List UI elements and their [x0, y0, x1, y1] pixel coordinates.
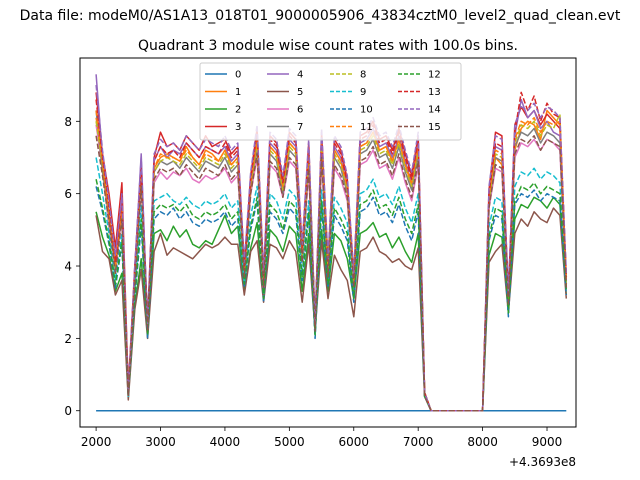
legend-item-5: 5 [267, 87, 303, 98]
legend-label: 13 [428, 87, 441, 98]
legend-item-14: 14 [398, 105, 441, 116]
y-tick-label: 6 [64, 187, 72, 201]
legend-label: 11 [360, 122, 373, 133]
legend-item-3: 3 [205, 122, 241, 133]
y-tick-label: 4 [64, 260, 72, 274]
legend-label: 7 [297, 122, 303, 133]
legend-item-13: 13 [398, 87, 441, 98]
plot-area [95, 74, 568, 412]
y-tick-label: 0 [64, 404, 72, 418]
figure-suptitle: Data file: modeM0/AS1A13_018T01_90000059… [20, 8, 621, 24]
legend-item-0: 0 [205, 70, 241, 81]
series-line-11 [95, 110, 568, 412]
legend-label: 2 [235, 105, 241, 116]
legend-label: 12 [428, 70, 441, 81]
legend-item-1: 1 [205, 87, 241, 98]
x-tick-label: 4000 [210, 435, 241, 449]
legend-item-2: 2 [205, 105, 241, 116]
chart-title: Quadrant 3 module wise count rates with … [138, 38, 518, 54]
legend-label: 14 [428, 105, 441, 116]
y-tick-label: 2 [64, 332, 72, 346]
x-tick-label: 5000 [274, 435, 305, 449]
legend-item-12: 12 [398, 70, 441, 81]
legend-label: 3 [235, 122, 241, 133]
x-tick-label: 2000 [81, 435, 112, 449]
x-tick-label: 7000 [403, 435, 434, 449]
legend-label: 5 [297, 87, 303, 98]
y-axis: 0 2 4 6 8 [64, 115, 80, 418]
legend-item-15: 15 [398, 122, 441, 133]
legend-label: 6 [297, 105, 303, 116]
legend-label: 1 [235, 87, 241, 98]
legend-label: 8 [360, 70, 366, 81]
legend-frame [199, 62, 462, 141]
legend-item-8: 8 [330, 70, 366, 81]
series-line-12 [95, 179, 568, 412]
series-line-8 [95, 113, 568, 412]
legend-item-6: 6 [267, 105, 303, 116]
legend-label: 4 [297, 70, 303, 81]
x-tick-label: 3000 [145, 435, 176, 449]
legend-item-7: 7 [267, 122, 303, 133]
axes-frame [79, 57, 577, 428]
legend-label: 9 [360, 87, 366, 98]
legend-label: 0 [235, 70, 241, 81]
legend-item-4: 4 [267, 70, 303, 81]
y-tick-label: 8 [64, 115, 72, 129]
x-offset-label: +4.3693e8 [509, 455, 576, 469]
series-line-14 [95, 85, 568, 412]
x-tick-label: 9000 [532, 435, 563, 449]
legend-item-9: 9 [330, 87, 366, 98]
legend-label: 10 [360, 105, 373, 116]
legend-label: 15 [428, 122, 441, 133]
legend-item-11: 11 [330, 122, 373, 133]
x-axis: 2000 3000 4000 5000 6000 7000 8000 9000 [81, 427, 562, 449]
x-tick-label: 6000 [338, 435, 369, 449]
x-tick-label: 8000 [467, 435, 498, 449]
series-line-15 [95, 135, 568, 412]
legend-item-10: 10 [330, 105, 373, 116]
